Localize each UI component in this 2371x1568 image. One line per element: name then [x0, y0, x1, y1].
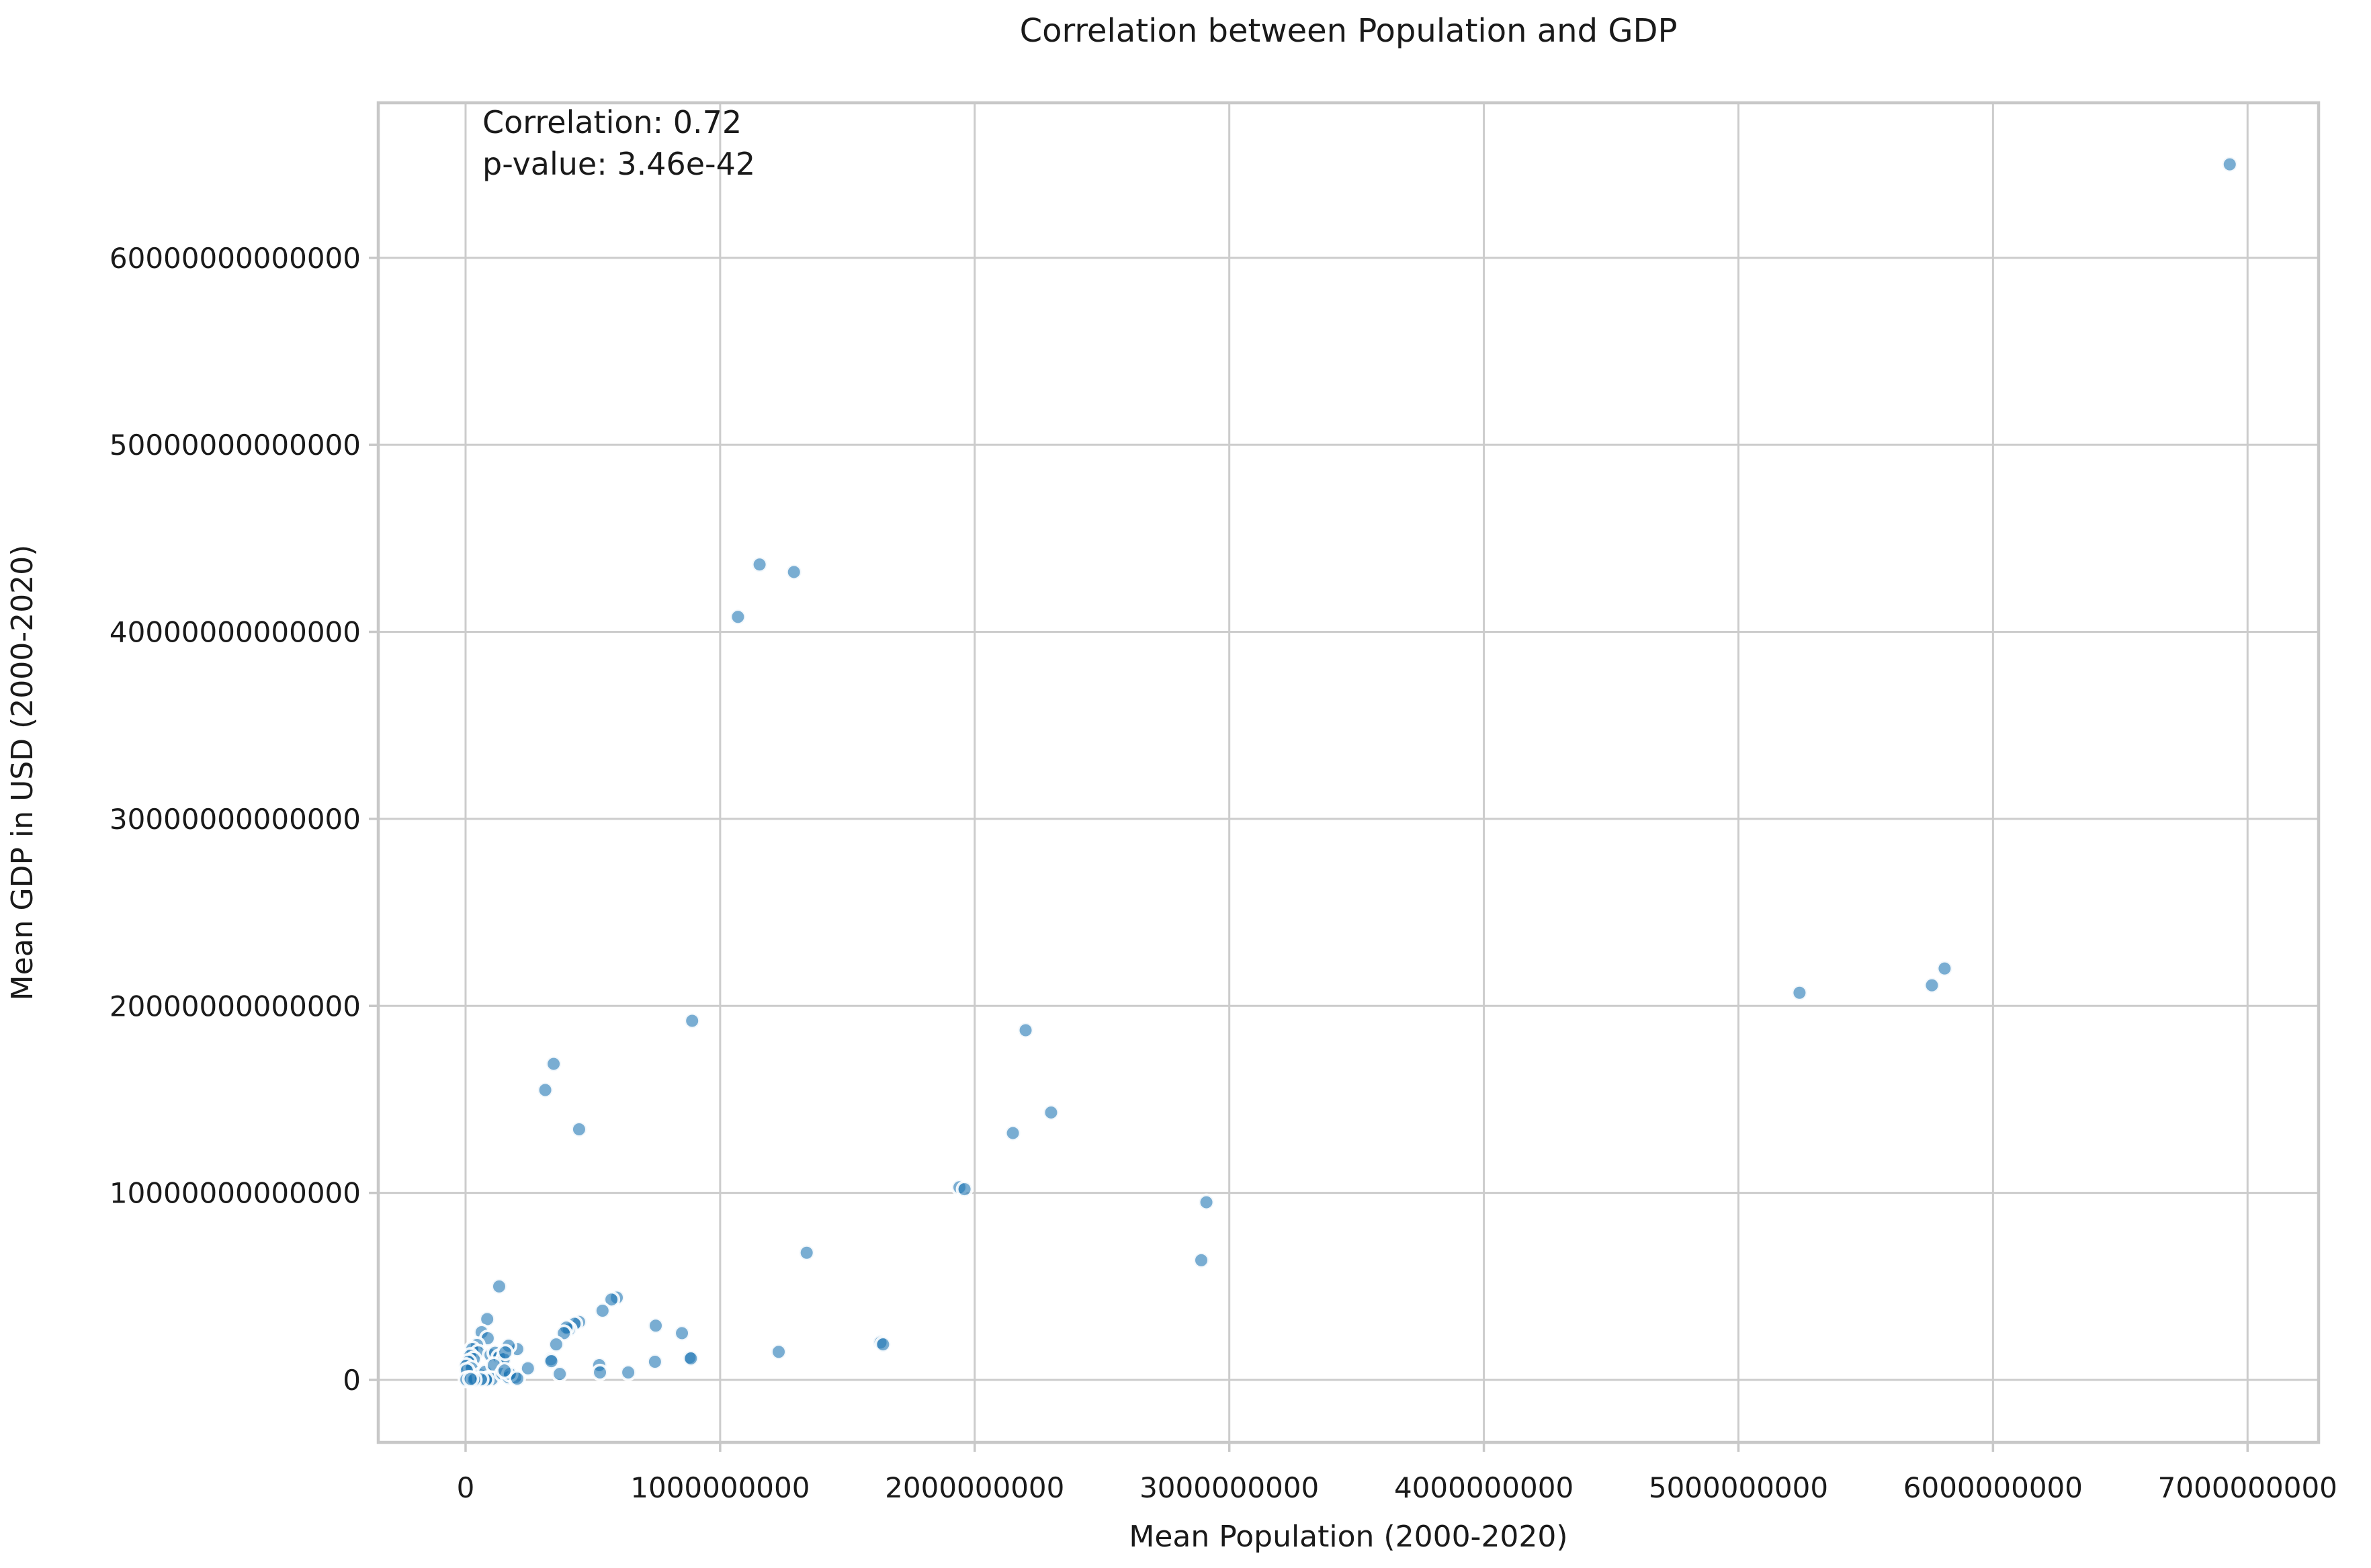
y-tick-label: 60000000000000: [110, 242, 361, 275]
scatter-point: [497, 1344, 515, 1362]
scatter-point: [536, 1081, 554, 1099]
scatter-point: [683, 1012, 701, 1030]
y-tick-label: 50000000000000: [110, 429, 361, 462]
chart-title: Correlation between Population and GDP: [1020, 12, 1678, 50]
scatter-point: [797, 1244, 816, 1262]
scatter-point: [545, 1055, 563, 1073]
scatter-points: [457, 155, 2239, 1389]
scatter-point: [462, 1370, 480, 1388]
scatter-point: [508, 1370, 526, 1388]
x-tick-label: 1000000000: [630, 1471, 810, 1504]
scatter-point: [1923, 976, 1941, 994]
x-tick-label: 4000000000: [1394, 1471, 1574, 1504]
scatter-point: [1791, 984, 1809, 1002]
scatter-point: [1017, 1021, 1035, 1039]
x-tick-label: 0: [457, 1471, 475, 1504]
y-tick-label: 20000000000000: [110, 990, 361, 1022]
scatter-point: [1004, 1124, 1022, 1142]
scatter-point: [785, 563, 803, 581]
plot-border: [376, 101, 2321, 1444]
y-axis-label: Mean GDP in USD (2000-2020): [5, 545, 40, 1001]
x-tick-label: 5000000000: [1649, 1471, 1828, 1504]
scatter-point: [591, 1363, 609, 1381]
scatter-point: [551, 1365, 569, 1383]
y-tick-label: 40000000000000: [110, 616, 361, 649]
scatter-point: [2221, 155, 2239, 173]
scatter-point: [570, 1121, 588, 1139]
scatter-point: [1042, 1103, 1060, 1121]
x-axis-label: Mean Population (2000-2020): [1129, 1520, 1567, 1554]
scatter-point: [750, 556, 769, 574]
x-tick-label: 7000000000: [2158, 1471, 2337, 1504]
scatter-point: [673, 1324, 691, 1342]
scatter-point: [646, 1353, 664, 1371]
x-tick-label: 3000000000: [1139, 1471, 1319, 1504]
scatter-point: [1197, 1193, 1215, 1211]
x-tick-label: 2000000000: [885, 1471, 1064, 1504]
tick-labels: 0 1000000000 2000000000 3000000000 400000000…: [110, 242, 2337, 1504]
scatter-point: [490, 1277, 508, 1295]
scatter-point: [729, 608, 747, 626]
scatter-point: [593, 1302, 611, 1320]
scatter-point: [603, 1291, 621, 1309]
scatter-point: [874, 1336, 892, 1354]
scatter-point: [619, 1363, 638, 1381]
scatter-point: [542, 1352, 560, 1370]
y-tick-label: 30000000000000: [110, 803, 361, 836]
scatter-point: [955, 1180, 974, 1199]
scatter-point: [647, 1317, 665, 1335]
annotation-correlation: Correlation: 0.72: [482, 104, 742, 140]
y-tick-label: 0: [343, 1364, 361, 1397]
scatter-point: [682, 1350, 700, 1368]
scatter-point: [547, 1336, 565, 1354]
scatter-point: [495, 1362, 513, 1380]
y-tick-label: 10000000000000: [110, 1177, 361, 1210]
scatter-point: [1936, 959, 1954, 977]
gridlines: [378, 103, 2319, 1442]
scatter-point: [519, 1359, 537, 1377]
x-tick-label: 6000000000: [1903, 1471, 2083, 1504]
scatter-point: [770, 1343, 788, 1361]
annotation-pvalue: p-value: 3.46e-42: [482, 146, 755, 182]
tick-marks: [369, 257, 2249, 1452]
scatter-point: [1192, 1251, 1210, 1269]
